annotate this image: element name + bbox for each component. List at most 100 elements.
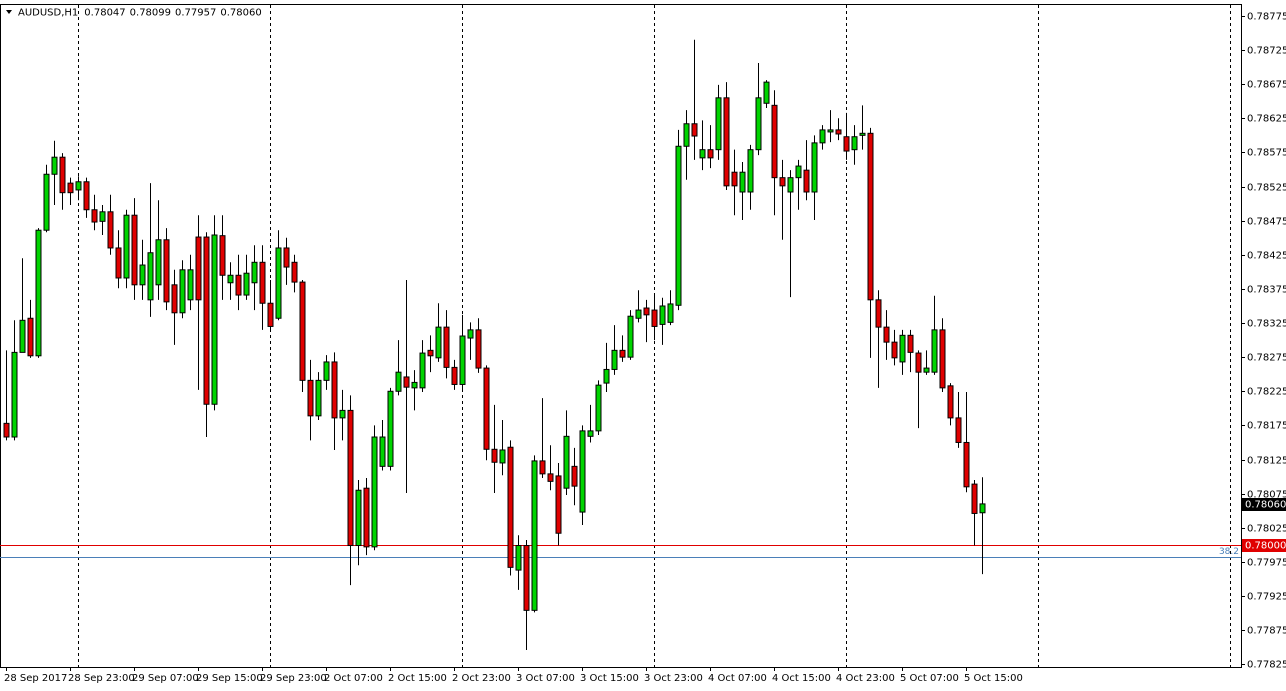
candle-body xyxy=(747,149,754,193)
candle-body xyxy=(347,409,354,547)
candle-body xyxy=(579,430,586,513)
candle-body xyxy=(971,483,978,514)
candle-body xyxy=(451,366,458,385)
candle-body xyxy=(931,329,938,373)
price-label-box xyxy=(1242,539,1286,552)
candle-body xyxy=(51,156,58,175)
candle-body xyxy=(963,441,970,488)
header-low: 0.77957 xyxy=(175,8,216,19)
candle-body xyxy=(291,261,298,283)
candle-body xyxy=(699,149,706,159)
candle-body xyxy=(843,136,850,152)
plot-frame xyxy=(0,4,1242,668)
candle-body xyxy=(395,371,402,392)
x-tick-label: 3 Oct 23:00 xyxy=(644,673,703,684)
y-tick-label: 0.77875 xyxy=(1247,626,1286,637)
candle-body xyxy=(379,436,386,467)
x-tick-label: 3 Oct 07:00 xyxy=(516,673,575,684)
candle-body xyxy=(219,235,226,276)
candle-body xyxy=(163,239,170,303)
y-tick-label: 0.78225 xyxy=(1247,387,1286,398)
candle-body xyxy=(179,269,186,314)
candle-body xyxy=(3,422,10,438)
candle-body xyxy=(715,97,722,151)
x-tick-label: 4 Oct 07:00 xyxy=(708,673,767,684)
x-tick-label: 29 Sep 15:00 xyxy=(196,673,263,684)
candle-body xyxy=(539,460,546,475)
candle-body xyxy=(59,156,66,194)
candle-body xyxy=(531,460,538,611)
x-tick-label: 28 Sep 23:00 xyxy=(68,673,135,684)
x-tick-label: 3 Oct 15:00 xyxy=(580,673,639,684)
candle-body xyxy=(259,261,266,304)
candle-body xyxy=(427,349,434,357)
candle-body xyxy=(35,229,42,357)
chart-header: AUDUSD,H1 0.78047 0.78099 0.77957 0.78060 xyxy=(18,8,262,19)
candle-body xyxy=(507,446,514,568)
candle-body xyxy=(11,351,18,438)
candle-body xyxy=(483,367,490,450)
candle-body xyxy=(771,104,778,179)
candle-body xyxy=(19,319,26,353)
level-label: 38.2 xyxy=(1219,547,1239,557)
y-tick-label: 0.77825 xyxy=(1247,660,1286,671)
y-tick-label: 0.78175 xyxy=(1247,421,1286,432)
candle-body xyxy=(867,132,874,301)
menu-triangle[interactable] xyxy=(6,10,12,14)
candle-body xyxy=(123,214,130,279)
y-tick-label: 0.78275 xyxy=(1247,353,1286,364)
candle-body xyxy=(611,349,618,370)
candle-body xyxy=(947,385,954,419)
candle-body xyxy=(827,129,834,133)
candle-body xyxy=(851,136,858,151)
y-tick-label: 0.78025 xyxy=(1247,524,1286,535)
candle-body xyxy=(979,503,986,514)
candle-body xyxy=(67,182,74,194)
candle-body xyxy=(355,489,362,547)
candle-body xyxy=(627,315,634,358)
candle-body xyxy=(267,302,274,327)
candle-body xyxy=(899,334,906,363)
candle-body xyxy=(147,252,154,301)
candle-body xyxy=(563,435,570,489)
candle-body xyxy=(331,361,338,419)
candle-body xyxy=(107,211,114,249)
candle-body xyxy=(131,214,138,286)
candle-body xyxy=(315,379,322,417)
candle-body xyxy=(227,274,234,284)
candle-body xyxy=(667,303,674,323)
x-tick-label: 5 Oct 15:00 xyxy=(964,673,1023,684)
candle-body xyxy=(643,307,650,316)
candle-body xyxy=(619,349,626,358)
y-tick-label: 0.78425 xyxy=(1247,251,1286,262)
candle-body xyxy=(875,299,882,328)
candle-body xyxy=(707,149,714,159)
candle-body xyxy=(251,261,258,284)
candle-body xyxy=(587,430,594,437)
candle-body xyxy=(195,236,202,301)
candle-body xyxy=(211,234,218,405)
y-tick-label: 0.78475 xyxy=(1247,217,1286,228)
x-tick-label: 2 Oct 15:00 xyxy=(388,673,447,684)
x-tick-label: 2 Oct 07:00 xyxy=(324,673,383,684)
candle-body xyxy=(27,317,34,357)
candle-body xyxy=(307,379,314,417)
y-tick-label: 0.78575 xyxy=(1247,148,1286,159)
candle-body xyxy=(603,368,610,384)
x-tick-label: 29 Sep 23:00 xyxy=(260,673,327,684)
candle-body xyxy=(939,329,946,389)
candle-body xyxy=(779,177,786,187)
last-price-box xyxy=(1242,498,1286,511)
candle-body xyxy=(787,177,794,193)
candle-body xyxy=(187,269,194,301)
candle-body xyxy=(891,341,898,359)
candle-body xyxy=(171,284,178,314)
candle-body xyxy=(675,145,682,306)
candle-body xyxy=(571,465,578,487)
candle-body xyxy=(475,329,482,369)
candle-body xyxy=(75,181,82,191)
candle-body xyxy=(299,281,306,381)
candle-body xyxy=(387,390,394,467)
